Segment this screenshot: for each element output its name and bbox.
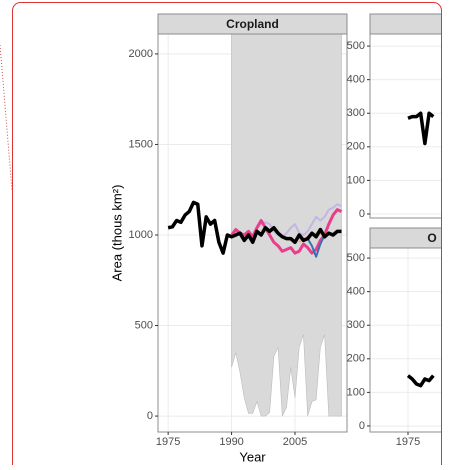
x-tick-label: 1990 [219,436,243,448]
y-tick-label: 500 [135,319,153,331]
x-axis-title: Year [239,449,266,464]
y-tick-label: 0 [359,420,365,432]
plot-area [158,34,347,432]
x-tick-label: 2005 [283,436,307,448]
y-tick-label: 1500 [129,138,153,150]
y-tick-label: 400 [347,74,365,86]
range-band [231,34,342,417]
y-tick-label: 0 [147,410,153,422]
panel [370,248,441,432]
y-tick-label: 300 [347,319,365,331]
plot-area [370,248,441,432]
y-tick-label: 100 [347,174,365,186]
y-tick-label: 100 [347,386,365,398]
connector [0,44,13,191]
x-tick-label: 1975 [156,436,180,448]
y-axis-title: Area (thous km²) [109,185,124,282]
facet-title: O [427,231,436,245]
y-tick-label: 200 [347,141,365,153]
series-line [167,200,342,255]
y-tick-label: 200 [347,353,365,365]
y-tick-label: 400 [347,286,365,298]
facet-title: Cropland [226,17,279,31]
series-line [306,234,326,258]
facet-strip [157,13,348,35]
series-line [407,111,435,146]
panel [370,34,441,218]
facet-strip [369,227,441,249]
y-tick-label: 500 [347,252,365,264]
plot-area [370,45,441,215]
y-tick-label: 500 [347,40,365,52]
x-tick-label: 1975 [396,436,420,448]
facet-strip [369,13,441,35]
y-tick-label: 300 [347,107,365,119]
series-line [406,374,435,388]
y-tick-label: 2000 [129,48,153,60]
y-tick-label: 1000 [129,229,153,241]
y-tick-label: 0 [359,208,365,220]
